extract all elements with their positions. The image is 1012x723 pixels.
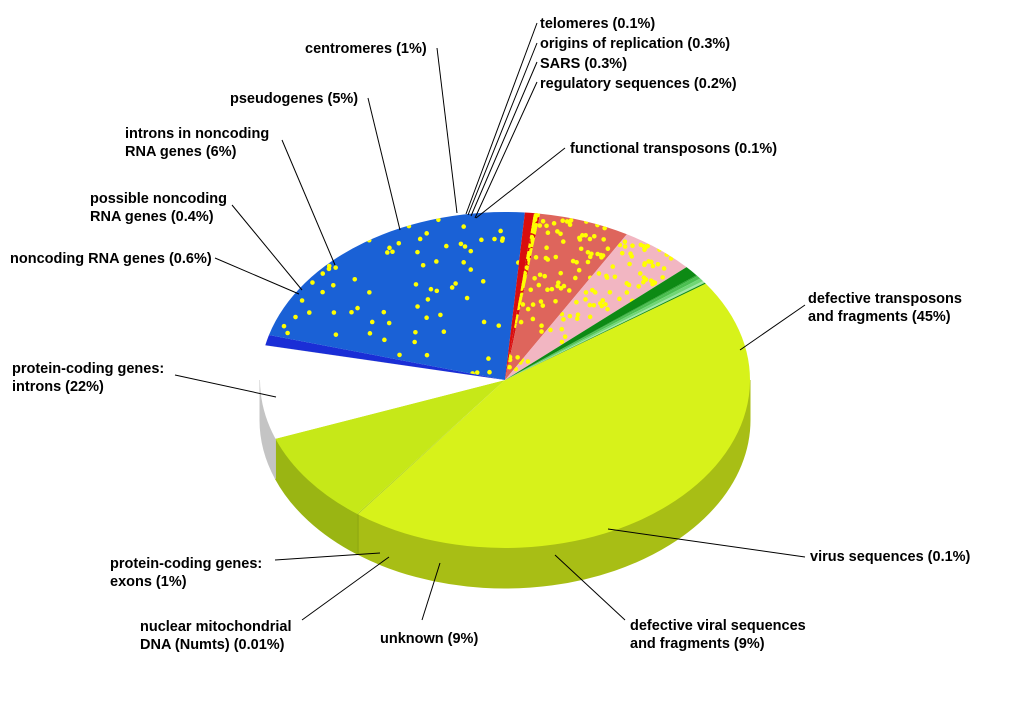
label-numts: nuclear mitochondrialDNA (Numts) (0.01%) [140, 618, 291, 654]
label-virus_sequences: virus sequences (0.1%) [810, 548, 970, 566]
label-centromeres: centromeres (1%) [305, 40, 427, 58]
label-functional_transposons: functional transposons (0.1%) [570, 140, 777, 158]
label-sars: SARS (0.3%) [540, 55, 627, 73]
label-regulatory: regulatory sequences (0.2%) [540, 75, 737, 93]
label-pseudogenes: pseudogenes (5%) [230, 90, 358, 108]
label-exons: protein-coding genes:exons (1%) [110, 555, 262, 591]
label-introns: protein-coding genes:introns (22%) [12, 360, 164, 396]
label-unknown: unknown (9%) [380, 630, 478, 648]
label-introns_noncoding: introns in noncodingRNA genes (6%) [125, 125, 269, 161]
label-possible_noncoding: possible noncodingRNA genes (0.4%) [90, 190, 227, 226]
label-defective_transposons: defective transposonsand fragments (45%) [808, 290, 962, 326]
label-defective_viral: defective viral sequencesand fragments (… [630, 617, 806, 653]
label-origins: origins of replication (0.3%) [540, 35, 730, 53]
label-noncoding_rna: noncoding RNA genes (0.6%) [10, 250, 212, 268]
label-telomeres: telomeres (0.1%) [540, 15, 655, 33]
